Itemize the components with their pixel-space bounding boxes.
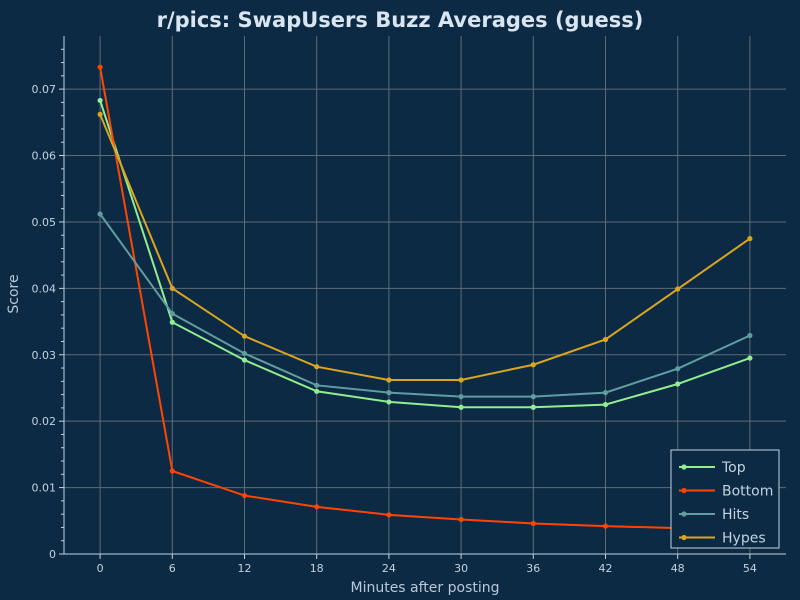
y-tick-label: 0.03 bbox=[32, 349, 57, 362]
data-point-top bbox=[314, 388, 320, 394]
y-tick-label: 0.05 bbox=[32, 216, 57, 229]
data-point-hypes bbox=[458, 377, 464, 383]
x-tick-label: 6 bbox=[169, 562, 176, 575]
data-point-top bbox=[458, 404, 464, 410]
y-tick-label: 0.06 bbox=[32, 150, 57, 163]
data-point-hits bbox=[97, 211, 103, 217]
y-tick-label: 0.01 bbox=[32, 482, 57, 495]
legend-label-hits: Hits bbox=[722, 507, 749, 523]
data-point-hypes bbox=[97, 111, 103, 117]
x-tick-label: 0 bbox=[97, 562, 104, 575]
data-point-hits bbox=[241, 350, 248, 357]
data-point-bottom bbox=[97, 64, 103, 70]
data-point-bottom bbox=[169, 468, 175, 474]
data-point-hits bbox=[747, 332, 753, 339]
series-line-hits bbox=[99, 213, 751, 398]
legend: Top Bottom Hits Hypes bbox=[670, 449, 780, 549]
data-point-hits bbox=[314, 382, 320, 388]
data-point-bottom bbox=[241, 492, 248, 499]
data-point-hypes bbox=[241, 333, 248, 339]
axes: 0 6 12 18 24 30 36 42 48 54 0 0.01 0.02 0.03 0.04 0.05 0… bbox=[32, 36, 786, 575]
data-point-hits bbox=[386, 390, 392, 396]
data-point-hits bbox=[169, 310, 175, 317]
x-axis-label: Minutes after posting bbox=[350, 580, 499, 596]
data-point-top bbox=[675, 381, 681, 387]
data-point-hits bbox=[458, 394, 464, 400]
data-point-bottom bbox=[314, 504, 320, 510]
data-point-hypes bbox=[747, 235, 753, 242]
chart-title: r/pics: SwapUsers Buzz Averages (guess) bbox=[157, 8, 644, 32]
x-tick-label: 42 bbox=[599, 562, 613, 575]
data-point-top bbox=[97, 97, 103, 104]
data-point-top bbox=[169, 319, 175, 325]
legend-marker-hits bbox=[681, 511, 687, 517]
data-point-hypes bbox=[169, 285, 175, 291]
legend-marker-hypes bbox=[681, 534, 687, 541]
y-tick-label: 0 bbox=[49, 548, 56, 561]
x-tick-label: 54 bbox=[743, 562, 757, 575]
series-line-top bbox=[99, 100, 751, 409]
data-point-hits bbox=[530, 394, 536, 400]
data-point-hypes bbox=[675, 286, 681, 292]
data-point-hypes bbox=[386, 377, 392, 383]
data-point-top bbox=[386, 399, 392, 405]
x-tick-label: 24 bbox=[382, 562, 396, 575]
series-lines bbox=[97, 64, 753, 533]
data-point-bottom bbox=[602, 523, 609, 529]
legend-marker-top bbox=[681, 464, 687, 470]
data-point-top bbox=[747, 355, 753, 361]
data-point-bottom bbox=[458, 516, 464, 523]
data-point-hits bbox=[602, 390, 609, 396]
series-line-hypes bbox=[99, 113, 751, 382]
x-tick-label: 48 bbox=[671, 562, 685, 575]
legend-label-bottom: Bottom bbox=[722, 484, 773, 500]
data-point-bottom bbox=[386, 512, 392, 518]
y-tick-label: 0.04 bbox=[32, 282, 57, 295]
data-point-hypes bbox=[602, 336, 609, 343]
data-point-hypes bbox=[314, 364, 320, 370]
data-point-top bbox=[602, 401, 609, 408]
series-line-bottom bbox=[99, 67, 750, 531]
legend-label-hypes: Hypes bbox=[722, 531, 766, 547]
data-point-hypes bbox=[530, 362, 536, 368]
data-point-hits bbox=[675, 366, 681, 372]
x-tick-label: 30 bbox=[454, 562, 468, 575]
legend-marker-bottom bbox=[681, 487, 687, 494]
y-tick-label: 0.07 bbox=[32, 83, 57, 96]
legend-label-top: Top bbox=[721, 460, 746, 476]
x-tick-label: 12 bbox=[238, 562, 252, 575]
data-point-top bbox=[241, 357, 248, 363]
x-tick-label: 18 bbox=[310, 562, 324, 575]
x-tick-label: 36 bbox=[526, 562, 540, 575]
y-axis-label: Score bbox=[6, 274, 22, 313]
data-point-bottom bbox=[530, 520, 536, 527]
y-tick-label: 0.02 bbox=[32, 415, 57, 428]
data-point-top bbox=[530, 404, 536, 410]
